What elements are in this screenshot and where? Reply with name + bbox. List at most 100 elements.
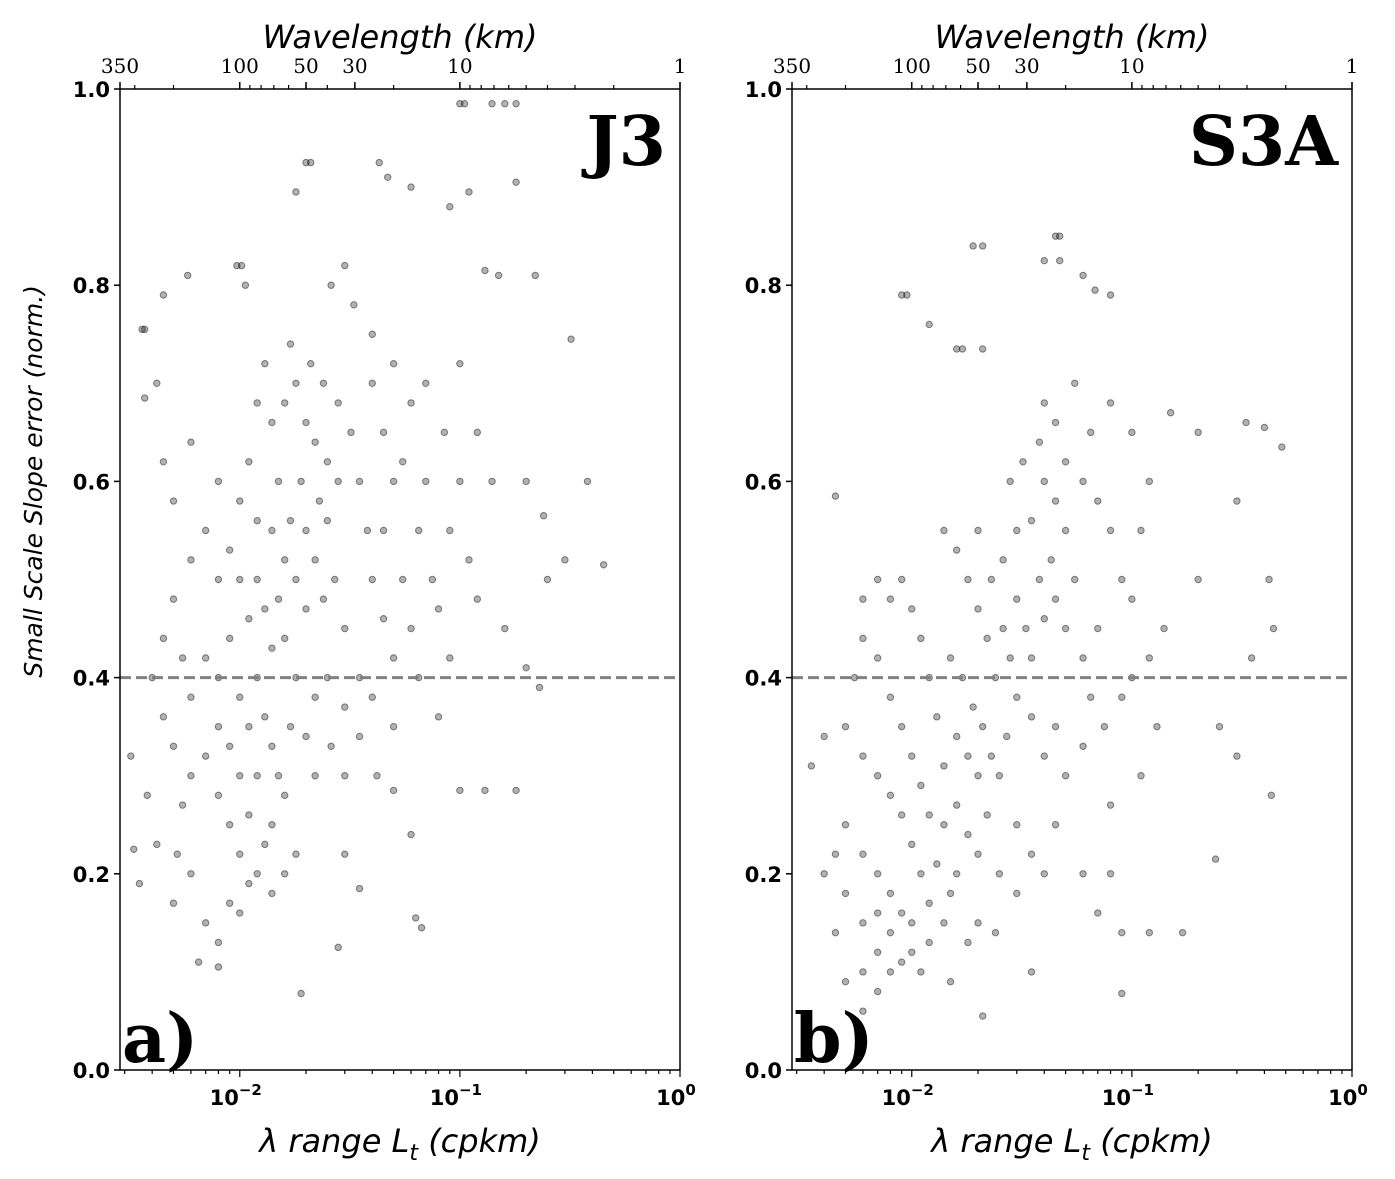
data-point (280, 556, 289, 564)
top-tick-label: 10 (1119, 54, 1144, 78)
data-point (236, 772, 244, 780)
data-point (268, 742, 276, 750)
data-point (908, 605, 916, 613)
data-point (983, 811, 991, 819)
data-point (159, 458, 168, 466)
data-point (1027, 850, 1036, 858)
data-point (465, 188, 473, 196)
data-point (908, 948, 916, 956)
data-point (964, 752, 972, 760)
data-point (141, 394, 149, 402)
data-point (1071, 379, 1079, 387)
data-point (1128, 428, 1136, 437)
data-point (488, 477, 496, 486)
data-point (334, 943, 342, 952)
plot-frame (791, 88, 1353, 1071)
data-point (389, 477, 398, 486)
data-point (1106, 870, 1115, 878)
data-point (446, 203, 454, 211)
data-point (127, 752, 135, 760)
data-point (481, 786, 489, 795)
data-point (958, 345, 967, 353)
data-point (355, 884, 364, 893)
data-point (135, 879, 144, 888)
data-point (897, 811, 906, 819)
data-point (886, 928, 895, 937)
data-point (341, 703, 349, 711)
data-point (407, 624, 415, 633)
data-point (1194, 428, 1202, 437)
data-point (245, 722, 253, 731)
data-point (991, 928, 1000, 937)
data-point (1094, 624, 1102, 633)
data-point (341, 772, 349, 780)
y-tick-label: 0.6 (745, 470, 782, 494)
data-point (1027, 968, 1036, 976)
panel-title: J3 (582, 102, 667, 182)
data-point (1106, 801, 1115, 809)
data-point (236, 497, 244, 505)
data-point (311, 772, 319, 780)
data-point (522, 664, 530, 672)
data-point (399, 575, 407, 584)
data-point (987, 752, 996, 760)
data-point (952, 870, 961, 878)
data-point (1051, 722, 1060, 731)
data-point (187, 693, 195, 701)
data-point (159, 713, 168, 721)
data-point (341, 850, 349, 858)
top-tick-label: 100 (893, 54, 931, 78)
x-tick-exponent: 0 (685, 1081, 695, 1099)
data-point (831, 928, 840, 937)
data-point (306, 158, 315, 167)
data-point (350, 301, 358, 309)
data-point (859, 1007, 867, 1015)
data-point (417, 924, 426, 932)
data-point (940, 762, 948, 770)
data-point (422, 477, 430, 486)
data-point (428, 575, 437, 584)
data-point (1166, 409, 1175, 417)
data-point (143, 791, 151, 800)
data-point (969, 703, 977, 711)
top-tick-label: 350 (773, 54, 811, 78)
data-point (327, 742, 335, 750)
data-point (434, 713, 443, 721)
data-point (873, 575, 882, 584)
data-point (1079, 271, 1087, 280)
data-point (859, 752, 867, 760)
data-point (253, 772, 261, 780)
y-tick-label: 0.8 (73, 274, 110, 298)
data-point (1087, 428, 1095, 437)
data-point (807, 762, 816, 770)
data-point (1040, 399, 1048, 407)
data-point (831, 850, 840, 858)
data-point (925, 938, 933, 947)
data-point (280, 870, 289, 878)
data-point (1269, 624, 1278, 633)
top-tick-label: 1 (1346, 54, 1359, 78)
data-point (925, 320, 933, 329)
data-point (159, 291, 168, 299)
data-point (897, 722, 906, 731)
data-point (201, 654, 210, 662)
data-point (434, 605, 443, 613)
data-point (1100, 722, 1109, 731)
data-point (831, 492, 840, 500)
data-point (886, 968, 895, 976)
data-point (153, 840, 161, 849)
data-point (1178, 928, 1187, 937)
data-point (355, 477, 364, 486)
data-point (925, 811, 933, 819)
data-point (1215, 722, 1224, 731)
data-point (897, 291, 906, 299)
data-point (917, 870, 925, 878)
data-point (1061, 526, 1070, 535)
x-tick-base: 10 (1102, 1086, 1131, 1110)
data-point (302, 605, 310, 613)
data-point (1051, 595, 1060, 603)
data-point (187, 556, 195, 564)
data-point (1145, 928, 1154, 937)
data-point (1019, 458, 1027, 466)
